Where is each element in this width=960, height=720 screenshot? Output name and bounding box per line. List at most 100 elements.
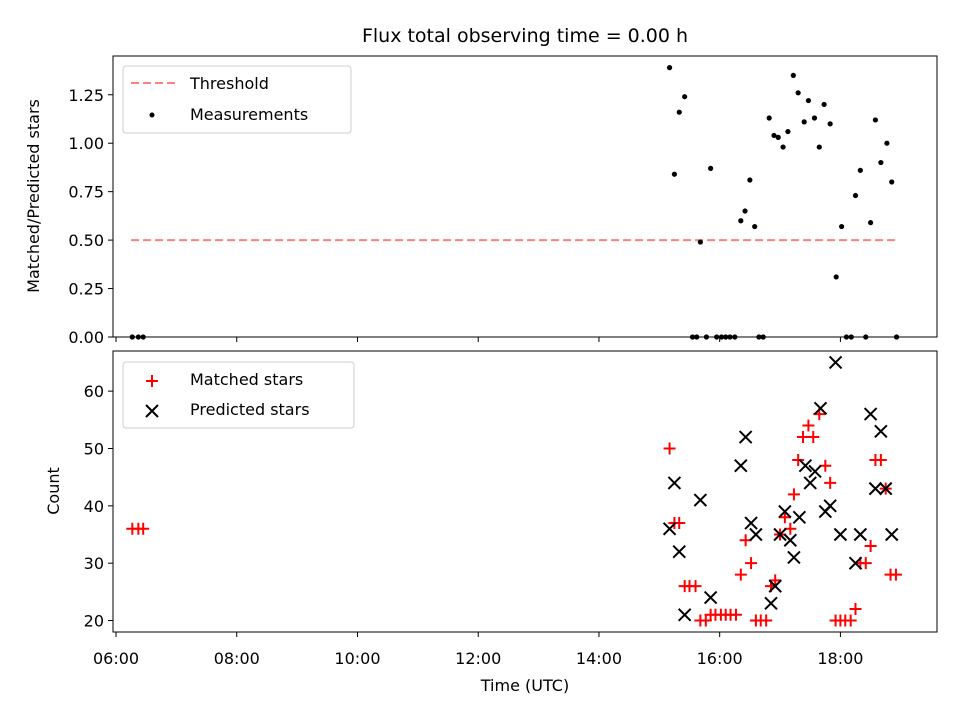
top-y-axis-label: Matched/Predicted stars — [24, 99, 43, 293]
matched-stars-point — [859, 557, 872, 570]
top-y-tick-label: 0.50 — [68, 231, 104, 250]
measurement-point — [766, 115, 772, 121]
matched-stars-point — [787, 488, 800, 501]
predicted-stars-point — [808, 464, 822, 479]
legend-threshold-label: Threshold — [189, 74, 269, 93]
measurement-point — [671, 171, 678, 177]
matched-stars-point — [824, 476, 837, 489]
matched-stars-point — [689, 580, 702, 593]
predicted-stars-point — [764, 596, 778, 611]
measurement-point — [805, 97, 812, 104]
matched-stars-point — [734, 568, 747, 581]
measurement-point — [689, 334, 696, 340]
measurement-point — [884, 140, 890, 146]
predicted-stars-point — [672, 545, 686, 559]
legend-predicted-swatch — [145, 404, 159, 418]
bottom-y-axis-label: Count — [44, 467, 63, 515]
bottom-y-tick-label: 50 — [84, 439, 104, 458]
measurement-point — [747, 177, 753, 183]
predicted-stars-point — [749, 527, 763, 542]
predicted-stars-point — [863, 407, 878, 421]
matched-stars-point — [745, 557, 758, 570]
bottom-axes-frame — [112, 350, 938, 633]
measurement-point — [714, 334, 720, 340]
measurement-point — [718, 334, 725, 340]
predicted-stars-point — [734, 458, 748, 473]
measurement-point — [723, 334, 729, 340]
matched-stars-point — [760, 614, 773, 627]
measurement-point — [666, 65, 673, 71]
x-tick-label: 06:00 — [93, 649, 139, 668]
measurement-point — [742, 208, 748, 214]
measurement-point — [821, 101, 827, 108]
predicted-stars-point — [878, 481, 893, 496]
measurement-point — [852, 192, 859, 199]
measurement-point — [839, 223, 845, 230]
predicted-stars-point — [778, 504, 792, 519]
measurement-point — [872, 117, 879, 123]
predicted-stars-point — [677, 608, 692, 622]
matched-stars-point — [778, 511, 791, 524]
measurement-point — [760, 334, 766, 340]
measurement-point — [785, 128, 791, 135]
measurement-point — [708, 165, 714, 171]
predicted-stars-point — [874, 424, 888, 438]
predicted-stars-point — [738, 430, 753, 444]
x-tick-label: 14:00 — [576, 649, 622, 668]
legend-matched-label: Matched stars — [190, 370, 303, 389]
matched-stars-point — [874, 453, 887, 466]
measurement-point — [795, 90, 801, 96]
predicted-stars-point — [823, 499, 837, 513]
x-axis-label: Time (UTC) — [480, 676, 569, 695]
measurement-point — [676, 109, 682, 115]
predicted-stars-point — [773, 527, 787, 542]
measurement-point — [827, 121, 833, 127]
top-legend-box — [122, 65, 352, 134]
predicted-stars-point — [768, 579, 782, 593]
measurement-point — [775, 134, 781, 140]
measurement-point — [738, 218, 744, 224]
matched-stars-point — [844, 614, 857, 627]
legend-measurements-swatch — [149, 112, 155, 118]
matched-stars-point — [802, 419, 815, 432]
measurement-point — [889, 179, 895, 185]
bottom-legend-box — [122, 361, 355, 429]
measurement-point — [140, 334, 146, 340]
measurement-point — [771, 132, 777, 139]
predicted-stars-point — [787, 550, 801, 565]
bottom-y-tick-label: 40 — [84, 497, 104, 516]
predicted-stars-point — [798, 458, 813, 473]
top-y-tick-label: 0.75 — [68, 183, 104, 202]
predicted-stars-point — [662, 522, 677, 536]
matched-stars-point — [729, 608, 742, 621]
predicted-stars-point — [783, 533, 798, 547]
measurement-point — [816, 144, 822, 150]
measurement-point — [703, 334, 710, 340]
matched-stars-point — [663, 442, 676, 455]
x-tick-label: 10:00 — [334, 649, 380, 668]
measurement-point — [843, 334, 850, 340]
x-tick-label: 12:00 — [455, 649, 501, 668]
legend-predicted-label: Predicted stars — [190, 400, 310, 419]
predicted-stars-point — [828, 355, 843, 370]
measurement-point — [857, 167, 863, 173]
measurement-point — [682, 94, 688, 100]
predicted-stars-point — [848, 556, 863, 570]
measurement-point — [780, 144, 786, 150]
legend-measurements-label: Measurements — [190, 105, 308, 124]
bottom-y-tick-label: 20 — [84, 612, 104, 631]
predicted-stars-point — [744, 516, 758, 530]
measurement-point — [135, 334, 141, 340]
measurement-point — [727, 334, 733, 340]
predicted-stars-point — [885, 527, 899, 542]
measurement-point — [129, 334, 135, 340]
matched-stars-point — [864, 539, 877, 552]
predicted-stars-point — [803, 476, 817, 490]
matched-stars-point — [849, 603, 862, 616]
predicted-stars-point — [703, 590, 718, 605]
measurement-point — [878, 159, 884, 166]
top-y-tick-label: 1.00 — [68, 134, 104, 153]
x-tick-label: 18:00 — [817, 649, 863, 668]
measurement-point — [863, 334, 869, 340]
bottom-y-tick-label: 30 — [84, 554, 104, 573]
